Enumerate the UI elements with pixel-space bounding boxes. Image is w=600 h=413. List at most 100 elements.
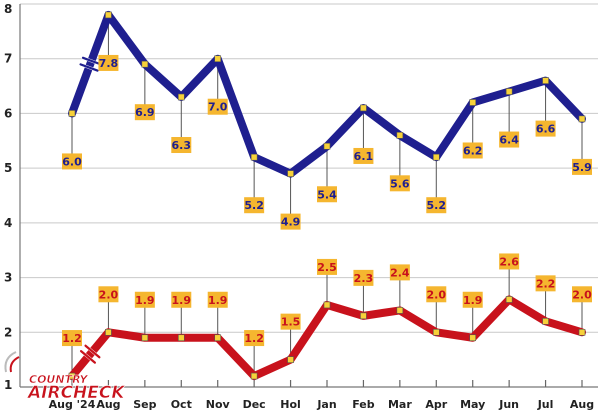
- data-label: 1.9: [172, 294, 192, 307]
- data-label: 1.9: [135, 294, 155, 307]
- axis-breaks: [79, 56, 102, 365]
- x-tick-label: Aug '24: [49, 398, 96, 411]
- axis-break-mark: [79, 63, 99, 72]
- data-label-box: [462, 142, 483, 159]
- data-label-box: [462, 291, 483, 308]
- y-tick-label: 3: [4, 271, 12, 285]
- data-label-box: [572, 158, 592, 175]
- data-point: [105, 11, 112, 19]
- data-label-box: [280, 313, 301, 330]
- data-points: [68, 11, 586, 380]
- data-label: 7.8: [99, 57, 119, 70]
- data-label: 2.4: [390, 266, 410, 279]
- x-tick-label: May: [460, 398, 485, 411]
- y-tick-label: 1: [4, 378, 12, 392]
- data-point: [105, 328, 112, 336]
- data-point: [505, 88, 513, 95]
- data-label-box: [389, 264, 410, 281]
- data-label: 2.6: [499, 255, 519, 268]
- data-label-box: [134, 291, 155, 308]
- data-point: [432, 328, 440, 336]
- data-point: [177, 93, 185, 101]
- data-label-box: [62, 330, 82, 347]
- data-point: [578, 115, 586, 123]
- data-label-box: [499, 253, 520, 270]
- data-label: 1.2: [244, 332, 264, 345]
- data-label-box: [207, 98, 228, 115]
- data-point: [469, 334, 477, 342]
- y-tick-label: 5: [4, 161, 12, 175]
- series-line: [104, 10, 586, 178]
- data-point: [177, 334, 185, 342]
- data-point: [68, 110, 76, 117]
- data-label: 2.2: [536, 277, 556, 290]
- data-point: [542, 77, 549, 84]
- data-point: [250, 153, 258, 161]
- y-tick-label: 6: [4, 106, 12, 120]
- x-tick-label: Oct: [171, 398, 192, 411]
- data-label-box: [244, 197, 265, 214]
- y-tick-label: 7: [4, 52, 12, 66]
- data-point: [214, 55, 222, 63]
- data-point: [68, 372, 76, 380]
- x-tick-label: Sep: [133, 398, 156, 411]
- x-tick-label: Aug: [96, 398, 120, 411]
- data-labels: 6.0 7.8 6.9 6.3 7.0 5.2 4.9 5.4 6.1 5.6 5.2 6.2 6.4 6…: [62, 54, 592, 347]
- axis-break-mark: [84, 344, 101, 359]
- logo-line2: AIRCHECK: [26, 383, 126, 403]
- data-label: 2.0: [427, 288, 447, 301]
- data-label-box: [317, 258, 337, 275]
- data-point: [214, 334, 222, 342]
- data-label-box: [426, 197, 447, 214]
- x-tick-label: Nov: [206, 398, 231, 411]
- data-label: 1.5: [281, 316, 301, 329]
- logo-swoosh-icon: [9, 356, 20, 373]
- data-label-box: [171, 137, 192, 154]
- series-line: [104, 295, 586, 381]
- data-point: [141, 334, 149, 342]
- axis-break-mark: [79, 350, 96, 364]
- data-label: 6.6: [536, 123, 556, 136]
- data-label-box: [98, 286, 119, 303]
- data-label-box: [280, 213, 301, 230]
- data-point: [396, 132, 404, 139]
- data-label: 5.9: [572, 161, 592, 174]
- logo-line1: COUNTRY: [29, 373, 89, 386]
- data-point: [323, 301, 331, 309]
- data-point: [360, 312, 367, 320]
- x-tick-label: Aug: [570, 398, 594, 411]
- data-label: 1.2: [62, 332, 82, 345]
- data-label: 4.9: [281, 216, 301, 229]
- grid: [20, 3, 598, 333]
- data-label: 5.6: [390, 177, 410, 190]
- x-tick-label: Hol: [280, 398, 301, 411]
- x-tick-label: Dec: [243, 398, 266, 411]
- data-label: 5.2: [244, 199, 264, 212]
- series-line-segment: [68, 328, 113, 381]
- data-label-box: [62, 153, 82, 170]
- data-point: [505, 296, 513, 303]
- data-label: 2.0: [572, 288, 592, 301]
- x-tick-label: Feb: [352, 398, 375, 411]
- data-label: 7.0: [208, 101, 228, 114]
- data-point: [469, 99, 477, 106]
- data-point: [141, 60, 149, 68]
- data-label: 6.2: [463, 144, 483, 157]
- data-point: [250, 372, 258, 380]
- data-label-box: [572, 286, 592, 303]
- y-tick-label: 8: [4, 2, 12, 16]
- data-label-box: [353, 269, 374, 286]
- data-point: [578, 328, 586, 336]
- data-label-box: [535, 120, 556, 137]
- data-point: [323, 142, 331, 150]
- y-tick-label: 2: [4, 325, 12, 339]
- x-tick-label: Jan: [316, 398, 336, 411]
- data-label-box: [389, 175, 410, 192]
- data-label: 6.1: [354, 150, 374, 163]
- data-label: 6.3: [172, 139, 192, 152]
- data-label-box: [207, 291, 228, 308]
- country-aircheck-logo: COUNTRY AIRCHECK: [4, 351, 127, 403]
- data-label: 5.4: [317, 188, 337, 201]
